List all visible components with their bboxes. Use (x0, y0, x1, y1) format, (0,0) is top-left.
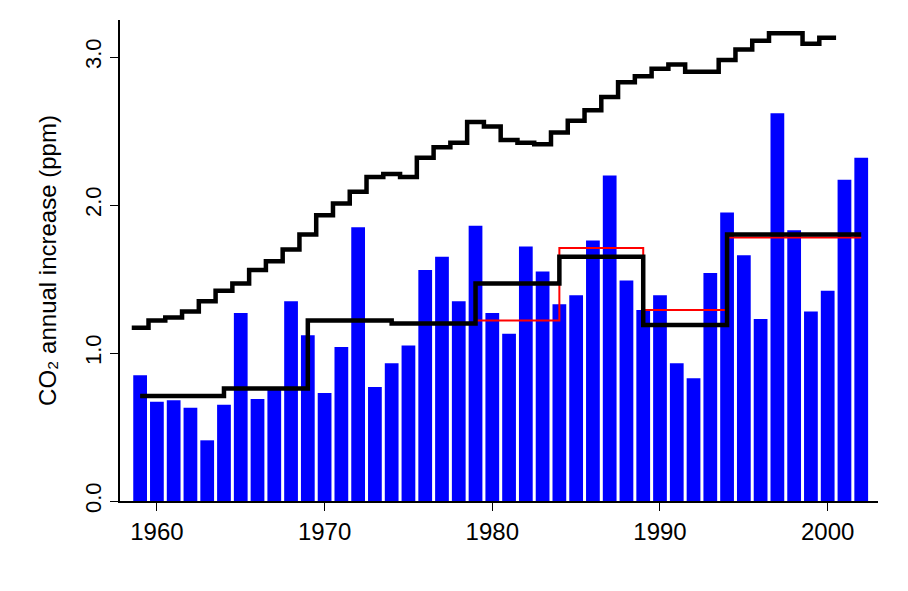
svg-text:1970: 1970 (298, 518, 351, 545)
svg-text:CO₂ annual increase (ppm): CO₂ annual increase (ppm) (34, 115, 61, 406)
svg-text:3.0: 3.0 (81, 38, 106, 69)
svg-text:2.0: 2.0 (81, 186, 106, 217)
svg-text:1980: 1980 (466, 518, 519, 545)
svg-text:1960: 1960 (130, 518, 183, 545)
svg-text:1990: 1990 (633, 518, 686, 545)
svg-text:2000: 2000 (801, 518, 854, 545)
svg-text:0.0: 0.0 (81, 482, 106, 513)
svg-text:1.0: 1.0 (81, 334, 106, 365)
